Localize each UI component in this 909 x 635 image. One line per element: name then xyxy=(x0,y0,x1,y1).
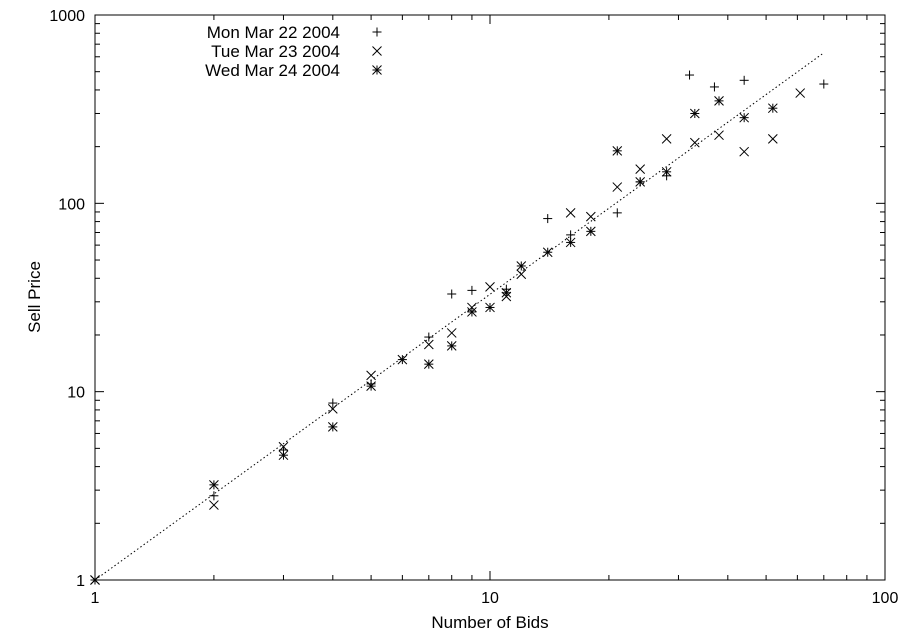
data-point xyxy=(278,450,289,461)
data-point xyxy=(661,166,672,177)
data-point xyxy=(278,441,289,452)
y-tick-label: 10 xyxy=(67,385,85,402)
data-point xyxy=(446,328,457,338)
data-point xyxy=(446,341,457,351)
data-point xyxy=(516,269,527,280)
tick-labels: 1 10 100 1 10 100 1000 xyxy=(49,8,898,607)
x-tick-label: 10 xyxy=(481,590,499,607)
data-point xyxy=(209,500,219,510)
data-point xyxy=(739,112,750,123)
data-point xyxy=(543,214,553,224)
legend-marker xyxy=(372,46,382,56)
data-point xyxy=(209,480,219,490)
fit-line xyxy=(94,52,825,581)
data-point xyxy=(366,381,376,391)
legend-label: Tue Mar 23 2004 xyxy=(211,42,340,61)
data-point xyxy=(714,96,724,106)
data-point xyxy=(819,79,829,89)
data-point xyxy=(739,75,749,85)
x-tick-label: 100 xyxy=(872,590,899,607)
data-point xyxy=(585,211,596,222)
legend-marker xyxy=(372,65,382,75)
data-point xyxy=(612,145,623,156)
x-tick-label: 1 xyxy=(91,590,100,607)
data-point xyxy=(423,339,434,350)
legend-marker xyxy=(372,27,382,37)
tick-marks xyxy=(94,14,886,581)
data-point xyxy=(328,398,338,408)
data-point xyxy=(612,182,623,192)
data-point xyxy=(90,575,100,585)
data-point xyxy=(423,359,434,369)
data-point xyxy=(485,302,495,313)
data-point xyxy=(366,370,376,381)
data-point xyxy=(485,282,495,292)
x-axis-title: Number of Bids xyxy=(431,613,548,632)
data-point xyxy=(661,133,672,144)
data-point xyxy=(516,261,527,271)
data-point xyxy=(447,289,457,299)
data-point xyxy=(566,230,576,240)
data-point xyxy=(565,208,576,218)
data-point xyxy=(542,247,553,258)
data-point xyxy=(689,108,700,119)
data-point xyxy=(685,70,695,80)
data-point xyxy=(424,332,434,342)
data-point xyxy=(327,404,338,414)
data-point xyxy=(709,82,719,92)
y-tick-label: 1 xyxy=(76,573,85,590)
y-tick-label: 100 xyxy=(58,196,85,213)
data-point xyxy=(327,422,338,432)
data-point xyxy=(635,164,646,174)
data-point xyxy=(739,146,750,157)
data-point xyxy=(795,88,806,98)
data-point xyxy=(689,137,700,148)
data-point xyxy=(635,177,646,187)
data-point xyxy=(767,133,778,144)
data-point xyxy=(467,302,477,313)
data-point xyxy=(714,130,724,141)
legend-label: Wed Mar 24 2004 xyxy=(205,61,340,80)
data-point xyxy=(209,491,219,501)
data-point xyxy=(467,307,477,317)
data-point xyxy=(585,226,596,237)
data-point xyxy=(397,354,408,365)
y-tick-label: 1000 xyxy=(49,8,85,25)
data-point xyxy=(565,237,576,248)
data-point xyxy=(501,287,512,298)
data-point xyxy=(767,103,778,114)
data-point xyxy=(467,285,477,295)
data-point xyxy=(612,208,622,218)
legend-label: Mon Mar 22 2004 xyxy=(207,23,340,42)
data-points xyxy=(90,70,829,585)
y-axis-title: Sell Price xyxy=(25,261,44,333)
